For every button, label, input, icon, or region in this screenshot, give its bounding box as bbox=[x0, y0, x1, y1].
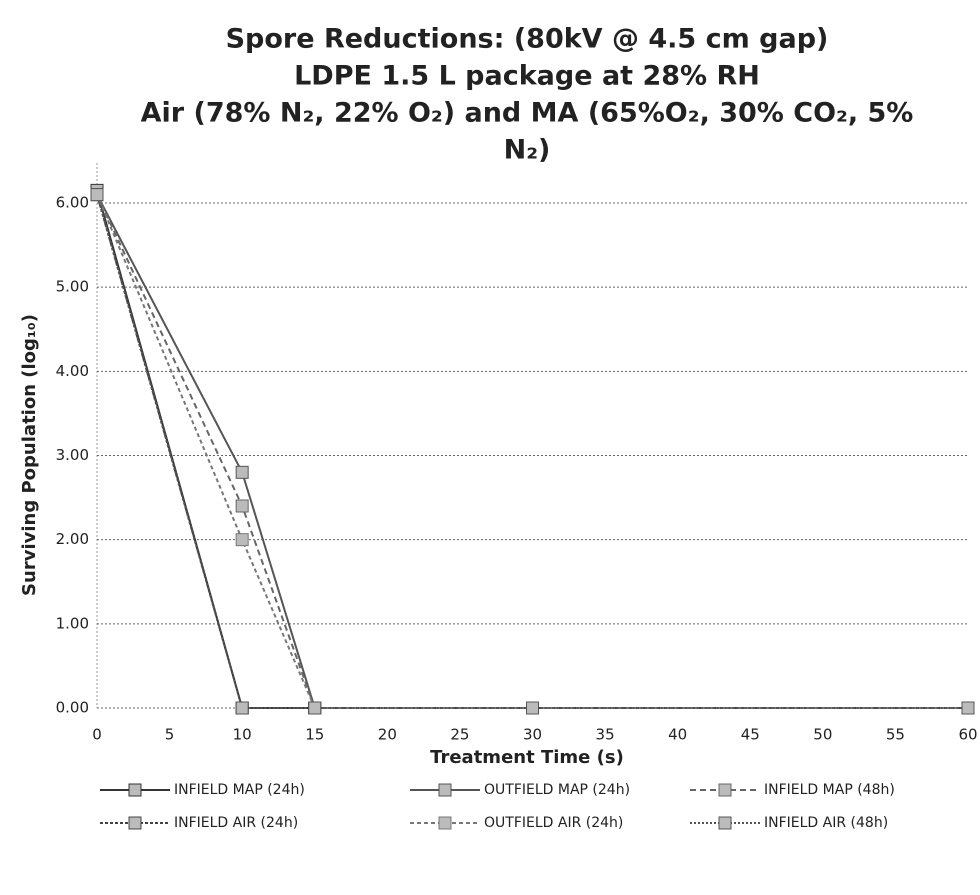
x-tick-label: 30 bbox=[523, 726, 542, 744]
x-tick-label: 60 bbox=[958, 726, 977, 744]
series-line bbox=[96, 194, 968, 709]
x-tick-label: 45 bbox=[741, 726, 760, 744]
legend-label: INFIELD AIR (24h) bbox=[174, 815, 298, 831]
data-point bbox=[235, 533, 249, 547]
series-line bbox=[96, 190, 968, 709]
legend-label: INFIELD MAP (48h) bbox=[764, 782, 895, 798]
x-tick-label: 55 bbox=[886, 726, 905, 744]
x-tick-label: 50 bbox=[813, 726, 832, 744]
legend-label: OUTFIELD AIR (24h) bbox=[484, 815, 623, 831]
legend-label: INFIELD MAP (24h) bbox=[174, 782, 305, 798]
series-line bbox=[96, 194, 968, 709]
chart-title: Spore Reductions: (80kV @ 4.5 cm gap) bbox=[226, 24, 829, 55]
x-tick-label: 5 bbox=[165, 726, 175, 744]
y-tick-label: 5.00 bbox=[56, 278, 89, 296]
data-point bbox=[235, 499, 249, 513]
x-tick-label: 40 bbox=[668, 726, 687, 744]
y-tick-label: 3.00 bbox=[56, 446, 89, 464]
x-tick-label: 35 bbox=[596, 726, 615, 744]
legend-marker bbox=[438, 816, 452, 830]
data-point bbox=[961, 701, 975, 715]
y-tick-label: 0.00 bbox=[56, 699, 89, 717]
data-point bbox=[235, 465, 249, 479]
legend-label: INFIELD AIR (48h) bbox=[764, 815, 888, 831]
data-point bbox=[235, 701, 249, 715]
legend-marker bbox=[718, 816, 732, 830]
x-tick-label: 0 bbox=[92, 726, 102, 744]
x-tick-label: 10 bbox=[233, 726, 252, 744]
x-tick-label: 20 bbox=[378, 726, 397, 744]
y-tick-label: 1.00 bbox=[56, 614, 89, 632]
chart-title: LDPE 1.5 L package at 28% RH bbox=[294, 61, 760, 92]
legend-marker bbox=[438, 783, 452, 797]
series-line bbox=[96, 194, 968, 709]
x-tick-label: 25 bbox=[450, 726, 469, 744]
legend-label: OUTFIELD MAP (24h) bbox=[484, 782, 630, 798]
legend-marker bbox=[718, 783, 732, 797]
x-tick-label: 15 bbox=[305, 726, 324, 744]
data-point bbox=[90, 188, 104, 202]
y-tick-label: 6.00 bbox=[56, 194, 89, 212]
legend-marker bbox=[128, 783, 142, 797]
chart-title: Air (78% N₂, 22% O₂) and MA (65%O₂, 30% … bbox=[141, 98, 914, 129]
y-axis-label: Surviving Population (log₁₀) bbox=[19, 314, 40, 596]
y-tick-label: 2.00 bbox=[56, 530, 89, 548]
series-line bbox=[96, 194, 968, 709]
data-point bbox=[308, 701, 322, 715]
series-line bbox=[96, 194, 968, 709]
y-tick-label: 4.00 bbox=[56, 362, 89, 380]
chart-title: N₂) bbox=[504, 135, 551, 166]
data-point bbox=[526, 701, 539, 715]
legend-marker bbox=[128, 816, 142, 830]
x-axis-label: Treatment Time (s) bbox=[430, 747, 624, 768]
